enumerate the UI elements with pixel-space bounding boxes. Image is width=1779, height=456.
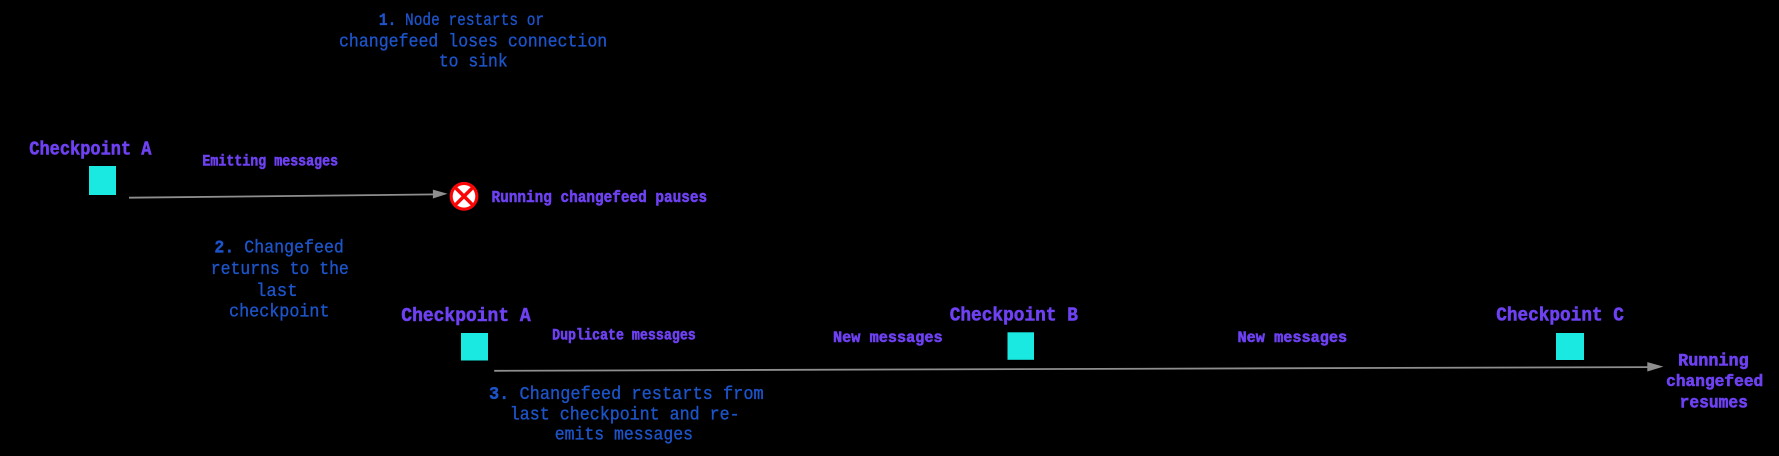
svg-text:returns to the: returns to the [211, 260, 349, 280]
svg-text:Emitting messages: Emitting messages [202, 153, 338, 171]
svg-text:resumes: resumes [1680, 394, 1748, 414]
svg-text:last: last [256, 282, 298, 302]
svg-text:3.: 3. [489, 383, 509, 405]
svg-text:2.: 2. [214, 238, 234, 259]
svg-text:last checkpoint and re-: last checkpoint and re- [510, 404, 740, 425]
svg-text:1.: 1. [379, 11, 396, 31]
svg-text:changefeed loses connection: changefeed loses connection [339, 31, 607, 52]
svg-text:Checkpoint C: Checkpoint C [1496, 305, 1624, 327]
svg-text:Checkpoint B: Checkpoint B [950, 305, 1078, 327]
svg-text:emits messages: emits messages [555, 426, 693, 446]
svg-text:to sink: to sink [439, 53, 508, 73]
svg-text:Duplicate messages: Duplicate messages [552, 327, 696, 345]
svg-text:Running: Running [1678, 351, 1749, 371]
svg-text:Checkpoint A: Checkpoint A [401, 305, 531, 327]
svg-text:Node restarts or: Node restarts or [405, 11, 544, 31]
svg-text:New messages: New messages [833, 329, 943, 347]
svg-text:checkpoint: checkpoint [229, 303, 330, 323]
svg-text:Checkpoint A: Checkpoint A [29, 139, 151, 161]
svg-text:Changefeed restarts from: Changefeed restarts from [520, 383, 764, 405]
svg-text:Running changefeed pauses: Running changefeed pauses [492, 189, 708, 208]
svg-text:changefeed: changefeed [1666, 373, 1763, 392]
svg-text:Changefeed: Changefeed [244, 238, 344, 259]
svg-text:New messages: New messages [1238, 329, 1348, 347]
